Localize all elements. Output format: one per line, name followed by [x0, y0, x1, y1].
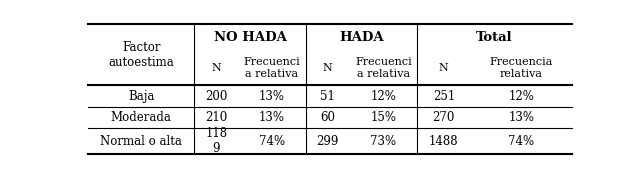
Text: 13%: 13%: [508, 111, 535, 124]
Text: 73%: 73%: [370, 135, 396, 148]
Text: 15%: 15%: [370, 111, 396, 124]
Text: 60: 60: [320, 111, 335, 124]
Text: NO HADA: NO HADA: [214, 31, 287, 44]
Text: 13%: 13%: [259, 90, 285, 103]
Text: Baja: Baja: [128, 90, 155, 103]
Text: 299: 299: [316, 135, 339, 148]
Text: 210: 210: [205, 111, 227, 124]
Text: HADA: HADA: [339, 31, 384, 44]
Text: Total: Total: [477, 31, 513, 44]
Text: N: N: [439, 63, 449, 73]
Text: Moderada: Moderada: [111, 111, 172, 124]
Text: 118
9: 118 9: [205, 127, 227, 155]
Text: 12%: 12%: [508, 90, 535, 103]
Text: Normal o alta: Normal o alta: [100, 135, 182, 148]
Text: N: N: [323, 63, 332, 73]
Text: 12%: 12%: [370, 90, 396, 103]
Text: Frecuenci
a relativa: Frecuenci a relativa: [355, 57, 412, 79]
Text: N: N: [211, 63, 221, 73]
Text: Factor
autoestima: Factor autoestima: [108, 41, 174, 69]
Text: 200: 200: [205, 90, 227, 103]
Text: Frecuenci
a relativa: Frecuenci a relativa: [243, 57, 300, 79]
Text: 1488: 1488: [429, 135, 459, 148]
Text: 13%: 13%: [259, 111, 285, 124]
Text: Frecuencia
relativa: Frecuencia relativa: [489, 57, 553, 79]
Text: 51: 51: [320, 90, 335, 103]
Text: 74%: 74%: [508, 135, 535, 148]
Text: 74%: 74%: [259, 135, 285, 148]
Text: 270: 270: [433, 111, 455, 124]
Text: 251: 251: [433, 90, 455, 103]
